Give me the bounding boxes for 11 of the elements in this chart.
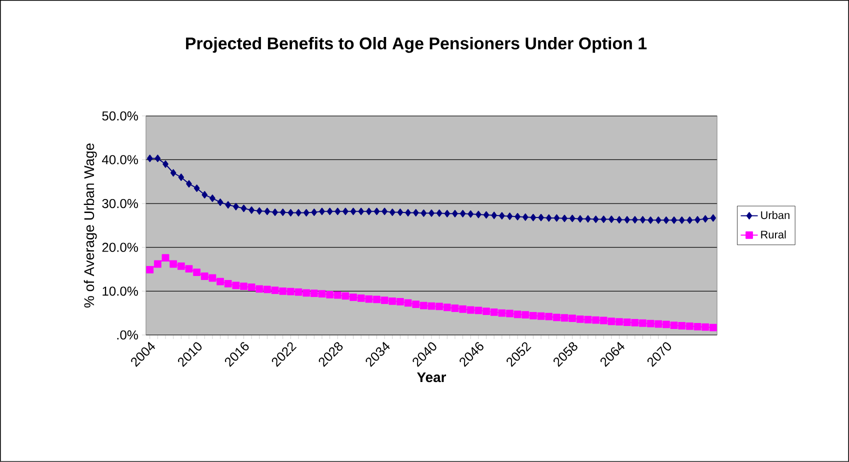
y-tick-label: 20.0%: [102, 242, 138, 252]
y-tick-label: 30.0%: [102, 198, 138, 208]
y-tick-label: 40.0%: [102, 155, 138, 164]
y-tick-label: 10.0%: [102, 286, 138, 296]
legend-label: Urban: [761, 211, 790, 220]
legend-label: Rural: [761, 230, 786, 239]
chart-title: Projected Benefits to Old Age Pensioners Under Option 1: [186, 37, 647, 53]
x-axis-title: Year: [417, 372, 446, 382]
y-axis-title: % of Average Urban Wage: [84, 144, 97, 308]
y-tick-label: 50.0%: [102, 111, 138, 121]
y-tick-label: .0%: [117, 330, 138, 340]
